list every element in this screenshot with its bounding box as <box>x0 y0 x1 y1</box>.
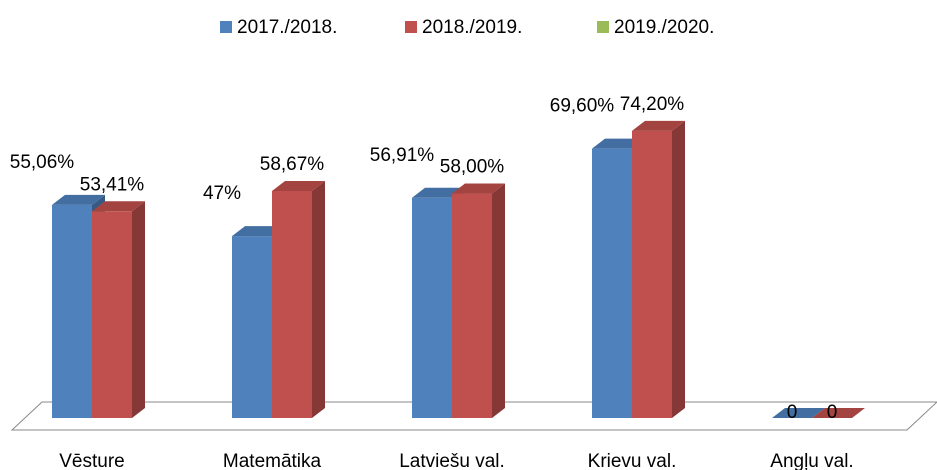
legend-swatch <box>405 21 417 33</box>
bar <box>272 190 312 418</box>
legend-swatch <box>597 21 609 33</box>
bar-top <box>412 187 465 198</box>
bar-top <box>272 180 325 191</box>
bar-top <box>232 226 285 237</box>
bar <box>452 193 492 418</box>
legend-label: 2017./2018. <box>237 17 337 38</box>
bar <box>412 197 452 418</box>
data-label: 74,20% <box>620 94 685 115</box>
data-label: 47% <box>203 183 241 204</box>
bar-top <box>592 138 645 149</box>
bar-top <box>452 183 505 194</box>
bar-top <box>772 408 825 418</box>
bar-top <box>92 201 145 212</box>
bar-top <box>812 408 865 418</box>
bar-side <box>672 120 685 418</box>
bar-side <box>312 180 325 418</box>
x-tick-label: Matemātika <box>223 451 322 470</box>
data-label: 56,91% <box>370 145 435 166</box>
bar-side <box>492 183 505 418</box>
x-tick-label: Angļu val. <box>770 451 853 470</box>
floor <box>10 401 937 431</box>
data-label: 58,00% <box>440 157 505 178</box>
data-label: 58,67% <box>260 154 325 175</box>
legend-swatch <box>220 21 232 33</box>
data-label: 69,60% <box>550 96 615 117</box>
x-tick-label: Krievu val. <box>588 451 677 470</box>
data-label: 0 <box>827 402 838 423</box>
bar <box>92 211 132 418</box>
data-label: 53,41% <box>80 174 145 195</box>
data-label: 0 <box>787 402 798 423</box>
bar <box>592 148 632 418</box>
bar-side <box>132 201 145 418</box>
legend-label: 2019./2020. <box>614 17 714 38</box>
bar <box>232 236 272 418</box>
bar-top <box>632 120 685 131</box>
bar <box>632 130 672 418</box>
bar <box>52 204 92 418</box>
data-label: 55,06% <box>10 152 75 173</box>
legend-label: 2018./2019. <box>422 17 522 38</box>
bar-top <box>52 194 105 205</box>
x-tick-label: Vēsture <box>59 451 124 470</box>
x-tick-label: Latviešu val. <box>399 451 505 470</box>
